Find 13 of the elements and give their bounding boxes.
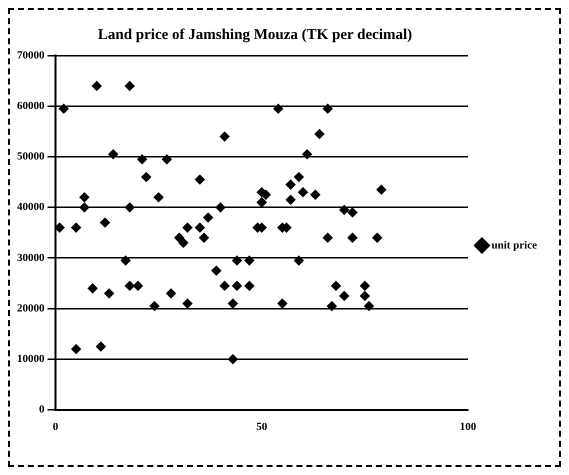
y-tick-label: 40000 xyxy=(17,201,45,214)
x-tick-label: 100 xyxy=(460,421,477,434)
y-tick-label: 10000 xyxy=(17,353,45,366)
y-tick-label: 60000 xyxy=(17,100,45,112)
x-tick-label: 0 xyxy=(52,421,59,434)
chart-title: Land price of Jamshing Mouza (TK per decimal) xyxy=(96,26,414,45)
x-tick-label: 50 xyxy=(256,421,268,434)
y-tick-label: 70000 xyxy=(17,49,45,62)
legend-label: unit price xyxy=(491,239,538,252)
y-tick-label: 0 xyxy=(39,404,45,416)
y-tick-label: 20000 xyxy=(17,302,45,314)
y-tick-label: 50000 xyxy=(17,150,45,163)
y-tick-label: 30000 xyxy=(17,252,45,264)
